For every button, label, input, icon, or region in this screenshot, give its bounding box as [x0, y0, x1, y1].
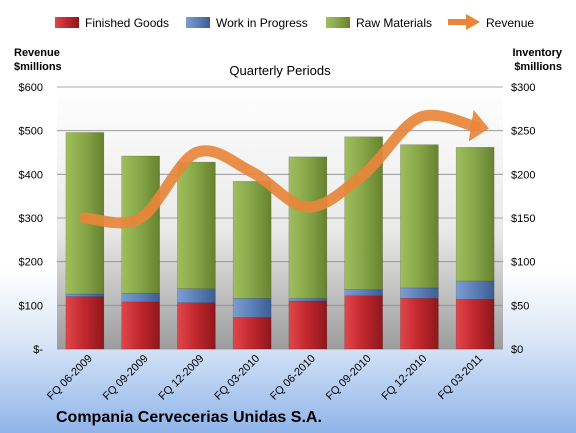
bar-work-in-progress-5 [344, 289, 383, 296]
left-tick-label-6: $600 [19, 82, 43, 94]
right-axis-ticks: $0 $50 $100 $150 $200 $250 $300 [511, 82, 535, 356]
chart-subtitle: Quarterly Periods [229, 63, 331, 78]
right-axis-title-line2: $millions [514, 61, 562, 73]
legend-swatch-work-in-progress [186, 17, 210, 28]
x-tick-label-3: FQ 03-2010 [212, 353, 262, 403]
right-tick-label-6: $300 [511, 82, 535, 94]
bar-finished-goods-7 [455, 298, 495, 350]
bar-finished-goods-4 [288, 300, 328, 350]
bar-work-in-progress-7 [455, 280, 495, 300]
revenue-line [79, 109, 481, 229]
left-tick-label-2: $200 [19, 257, 43, 269]
right-tick-label-3: $150 [511, 213, 535, 225]
bar-raw-materials-6 [400, 144, 439, 289]
legend-swatch-raw-materials [326, 17, 350, 28]
bar-work-in-progress-2 [177, 288, 216, 303]
right-tick-label-1: $50 [511, 300, 529, 312]
right-axis-title-line1: Inventory [512, 47, 562, 59]
right-tick-label-2: $100 [511, 257, 535, 269]
bar-work-in-progress-6 [400, 287, 439, 299]
bar-finished-goods-3 [232, 317, 272, 350]
legend-label-raw-materials: Raw Materials [356, 16, 432, 30]
bar-work-in-progress-4 [288, 298, 328, 302]
right-tick-label-4: $200 [511, 169, 535, 181]
x-tick-label-7: FQ 03-2011 [436, 353, 485, 402]
left-tick-label-4: $400 [19, 169, 43, 181]
bar-raw-materials-3 [232, 181, 272, 299]
bar-raw-materials-4 [288, 156, 328, 299]
left-tick-label-0: $- [33, 344, 43, 356]
legend-label-work-in-progress: Work in Progress [216, 16, 308, 30]
chart-title: Compania Cervecerias Unidas S.A. [56, 409, 322, 426]
x-tick-label-6: FQ 12-2010 [380, 353, 430, 403]
legend-swatch-finished-goods [55, 17, 79, 28]
x-tick-label-1: FQ 09-2009 [101, 353, 151, 403]
bar-raw-materials-2 [177, 161, 216, 289]
x-tick-label-2: FQ 12-2009 [157, 353, 207, 403]
left-axis-title-line1: Revenue [14, 47, 60, 59]
left-tick-label-1: $100 [19, 300, 43, 312]
bar-work-in-progress-3 [232, 298, 272, 318]
right-tick-label-0: $0 [511, 344, 523, 356]
bar-finished-goods-5 [344, 295, 383, 350]
x-tick-label-4: FQ 06-2010 [268, 353, 318, 403]
revenue-line-group [79, 109, 489, 229]
x-tick-label-0: FQ 06-2009 [45, 353, 95, 403]
bar-work-in-progress-0 [65, 293, 105, 297]
legend-swatch-revenue-arrowhead [466, 14, 480, 30]
bar-raw-materials-7 [455, 147, 495, 282]
left-axis-ticks: $- $100 $200 $300 $400 $500 $600 [19, 82, 44, 356]
bar-finished-goods-0 [65, 296, 105, 350]
right-tick-label-5: $250 [511, 126, 535, 138]
x-tick-label-5: FQ 09-2010 [324, 353, 374, 403]
left-axis-title-line2: $millions [14, 61, 62, 73]
bar-finished-goods-2 [177, 302, 216, 350]
x-axis-ticks: FQ 06-2009 FQ 09-2009 FQ 12-2009 FQ 03-2010… [45, 353, 485, 403]
bar-finished-goods-6 [400, 298, 439, 350]
left-tick-label-3: $300 [19, 213, 43, 225]
bar-work-in-progress-1 [121, 292, 160, 303]
revenue-arrowhead [468, 109, 489, 142]
legend: Finished Goods Work in Progress Raw Mate… [55, 14, 534, 30]
legend-label-revenue: Revenue [486, 16, 534, 30]
left-tick-label-5: $500 [19, 126, 43, 138]
legend-label-finished-goods: Finished Goods [85, 16, 169, 30]
bar-finished-goods-1 [121, 301, 160, 350]
